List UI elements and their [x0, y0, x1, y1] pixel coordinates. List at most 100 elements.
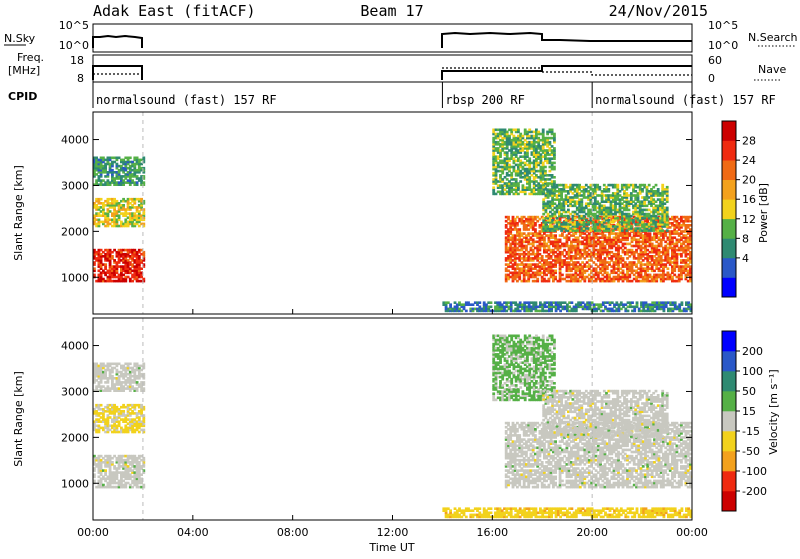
- heatmap-cell: [553, 162, 556, 165]
- heatmap-cell: [553, 180, 556, 183]
- nsky-trace: [93, 36, 142, 48]
- heatmap-cell: [666, 207, 669, 210]
- heatmap-cell: [465, 310, 468, 313]
- heatmap-cell: [541, 255, 544, 258]
- heatmap-cell: [100, 198, 103, 201]
- heatmap-cell: [534, 228, 537, 231]
- cpid-strip: CPID normalsound (fast) 157 RF rbsp 200 R…: [8, 82, 776, 108]
- heatmap-cell: [551, 129, 554, 132]
- freq-label-1: Freq.: [17, 51, 44, 64]
- heatmap-cell: [544, 166, 547, 169]
- heatmap-cell: [598, 186, 601, 189]
- heatmap-cell: [449, 303, 452, 306]
- freq-tick-top: 18: [70, 54, 84, 67]
- heatmap-cell: [666, 186, 669, 189]
- date-label: 24/Nov/2015: [609, 2, 708, 20]
- heatmap-cell: [627, 310, 630, 313]
- heatmap-cell: [661, 229, 664, 232]
- heatmap-cell: [542, 184, 545, 187]
- range-tick-label: 2000: [61, 225, 89, 238]
- heatmap-cell: [490, 306, 493, 309]
- heatmap-cell: [553, 176, 556, 179]
- heatmap-cell: [129, 157, 132, 160]
- heatmap-cell: [674, 301, 677, 304]
- heatmap-cell: [574, 217, 577, 220]
- heatmap-cell: [104, 263, 107, 266]
- heatmap-cell: [111, 255, 114, 258]
- heatmap-cell: [630, 225, 633, 228]
- power-heatmap: [93, 112, 695, 314]
- heatmap-cell: [518, 228, 521, 231]
- freq-label-2: [MHz]: [8, 64, 40, 77]
- freq-trace: [93, 66, 142, 80]
- heatmap-cell: [666, 229, 669, 232]
- heatmap-cell: [559, 239, 562, 242]
- mode-label: normalsound (fast) 157 RF: [96, 93, 277, 107]
- heatmap-cell: [554, 276, 557, 279]
- heatmap-cell: [657, 188, 660, 191]
- heatmap-cell: [576, 229, 579, 232]
- heatmap-cell: [554, 234, 557, 237]
- heatmap-cell: [571, 301, 574, 304]
- heatmap-cell: [492, 186, 495, 189]
- heatmap-cell: [628, 209, 631, 212]
- velocity-heatmap: [93, 318, 695, 520]
- heatmap-cell: [567, 209, 570, 212]
- nave-tick-bottom: 0: [708, 72, 715, 85]
- nsearch-tick-bottom: 10^0: [708, 39, 738, 52]
- heatmap-cell: [142, 181, 145, 184]
- heatmap-cell: [648, 184, 651, 187]
- power-ylabel: Slant Range [km]: [12, 165, 25, 261]
- heatmap-cell: [142, 157, 145, 160]
- heatmap-cell: [547, 184, 550, 187]
- heatmap-cell: [142, 278, 145, 281]
- mode-label: rbsp 200 RF: [445, 93, 524, 107]
- heatmap-cell: [515, 178, 518, 181]
- nsky-tick-top: 10^5: [59, 19, 89, 32]
- range-tick-label: 3000: [61, 179, 89, 192]
- beam-label: Beam 17: [360, 2, 423, 20]
- heatmap-cell: [661, 184, 664, 187]
- heatmap-cell: [142, 363, 145, 366]
- heatmap-cell: [549, 141, 552, 144]
- heatmap-cell: [553, 133, 556, 136]
- heatmap-cell: [621, 227, 624, 230]
- heatmap-cell: [607, 188, 610, 191]
- heatmap-cell: [507, 216, 510, 219]
- heatmap-cell: [616, 184, 619, 187]
- heatmap-cell: [544, 170, 547, 173]
- plot-title: Adak East (fitACF): [93, 2, 256, 20]
- heatmap-cell: [554, 270, 557, 273]
- heatmap-cell: [129, 363, 132, 366]
- heatmap-cell: [528, 157, 531, 160]
- heatmap-cell: [649, 232, 652, 235]
- heatmap-cell: [535, 301, 538, 304]
- freq-tick-bottom: 8: [77, 72, 84, 85]
- heatmap-cell: [553, 166, 556, 169]
- cpid-label: CPID: [8, 90, 37, 103]
- heatmap-cell: [636, 301, 639, 304]
- heatmap-cell: [681, 301, 684, 304]
- mode-label: normalsound (fast) 157 RF: [595, 93, 776, 107]
- cpid-modes: normalsound (fast) 157 RF rbsp 200 RF norm…: [93, 82, 776, 108]
- heatmap-cell: [616, 217, 619, 220]
- heatmap-cell: [122, 204, 125, 207]
- nsearch-trace: [442, 33, 692, 48]
- range-tick-label: 1000: [61, 271, 89, 284]
- nave-label: Nave: [758, 63, 786, 76]
- heatmap-cell: [553, 147, 556, 150]
- heatmap-cell: [490, 301, 493, 304]
- heatmap-cell: [519, 180, 522, 183]
- nsky-strip: N.Sky 10^5 10^0 10^5 10^0 N.Search: [4, 19, 798, 52]
- heatmap-cell: [536, 278, 539, 281]
- nsky-label: N.Sky: [4, 32, 36, 45]
- heatmap-cell: [598, 217, 601, 220]
- heatmap-cell: [100, 404, 103, 407]
- nave-tick-top: 60: [708, 54, 722, 67]
- nsearch-label: N.Search: [748, 31, 798, 44]
- heatmap-cell: [122, 410, 125, 413]
